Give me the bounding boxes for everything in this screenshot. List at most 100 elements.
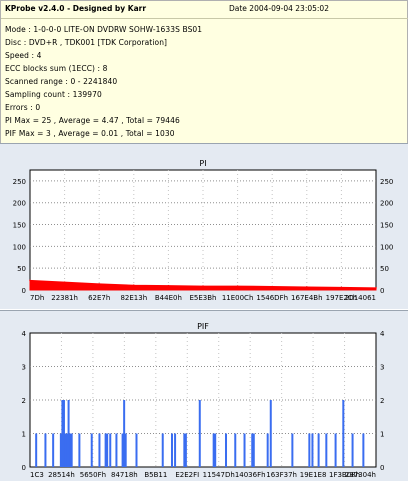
pif-bar [308,433,311,467]
pif-bar [214,433,217,467]
pif-bar [269,400,272,467]
pif-bar [135,433,138,467]
pif-bar [121,433,124,467]
pi-chart-panel: PI 0 0 50 50 100 100 150 150 200 200 250 250 7Dh 22381… [0,143,408,309]
pi-ytick-label-right: 150 [380,222,393,230]
pi-xtick-label: 82E13h [120,294,147,302]
pif-bar [124,433,127,467]
pif-bar [123,400,126,467]
scan-date: Date 2004-09-04 23:05:02 [229,4,329,13]
pi-ytick-label-left: 100 [13,243,26,251]
pif-bar [78,433,81,467]
pif-xtick-label: E2E2FI [175,471,199,479]
pif-bar [183,433,186,467]
pi-xtick-label: 197E2Ch [326,294,358,302]
pi-ytick-label-right: 200 [380,200,393,208]
app-title: KProbe v2.4.0 - Designed by Karr [5,4,147,13]
pif-ytick-label-left: 3 [22,364,26,372]
pi-xtick-label: E5E3Bh [190,294,217,302]
pif-bar [342,400,345,467]
pif-bar [104,433,107,467]
pif-xtick-label: 28514h [48,471,75,479]
pif-bar [184,433,187,467]
pif-ytick-label-right: 2 [380,397,384,405]
pif-xtick-label: 14036Fh [235,471,266,479]
pi-area [29,279,377,291]
pi-xtick-label: 2014061 [345,294,376,302]
info-disc: Disc : DVD+R , TDK001 [TDK Corporation] [5,38,168,47]
pif-bar [362,433,365,467]
pif-ytick-label-left: 2 [22,397,26,405]
pi-data-point [202,285,204,287]
pif-bar [59,433,62,467]
pi-ytick-label-left: 0 [22,287,26,295]
pif-xtick-label: 19E1E8 [300,471,327,479]
pi-data-point [306,286,308,288]
pi-data-point [98,283,100,285]
pif-xtick-label: 5650Fh [80,471,106,479]
pif-bar [44,433,47,467]
pif-bar [66,433,69,467]
pif-bar [70,433,73,467]
pif-xtick-label: B5B11 [144,471,167,479]
pi-ytick-label-left: 250 [13,178,26,186]
pif-xtick-label: 84718h [111,471,138,479]
pif-bar [35,433,38,467]
pif-bar [115,433,118,467]
info-scanned-range: Scanned range : 0 - 2241840 [5,77,118,86]
pif-bar [98,433,101,467]
pi-data-point [167,284,170,287]
pif-bar [64,433,67,467]
pif-xtick-label: 1C3 [30,471,44,479]
pi-data-point [236,285,239,287]
info-ecc-blocks: ECC blocks sum (1ECC) : 8 [5,64,108,73]
pi-ytick-label-left: 50 [17,265,26,273]
pif-bar [334,433,337,467]
pif-bar [161,433,164,467]
pi-ytick-label-right: 100 [380,243,393,251]
pi-xtick-label: 22381h [51,294,78,302]
pif-bar [325,433,328,467]
pif-bar [170,433,173,467]
pif-bar [351,433,354,467]
info-panel: KProbe v2.4.0 - Designed by Karr Date 20… [0,0,408,144]
pif-xtick-label: 163F37h [266,471,297,479]
pi-chart-title: PI [199,159,206,168]
pif-bar [252,433,255,467]
pif-bar [90,433,93,467]
pif-ytick-label-left: 0 [22,464,26,472]
pi-xtick-label: 62E7h [88,294,110,302]
pi-ytick-label-left: 200 [13,200,26,208]
pif-bar [234,433,237,467]
info-mode: Mode : 1-0-0-0 LITE-ON DVDRW SOHW-1633S … [5,25,203,34]
info-pi-stats: PI Max = 25 , Average = 4.47 , Total = 7… [5,116,180,125]
pif-bar [311,433,314,467]
pif-bar [109,433,112,467]
pif-ytick-label-left: 1 [22,431,26,439]
pif-ytick-label-left: 4 [22,330,27,338]
pi-xtick-label: B44E0h [155,294,182,302]
pif-bar [225,433,228,467]
pif-bar [61,400,64,467]
pi-ytick-label-right: 250 [380,178,393,186]
pif-ytick-label-right: 1 [380,431,384,439]
pi-xtick-label: 1546DFh [256,294,288,302]
pif-chart: PIF 0 0 1 1 2 2 3 3 4 4 1C3 28514h 5650Fh 84718h B5B11 E… [22,322,385,479]
pi-xtick-label: 167E4Bh [291,294,322,302]
pi-xtick-label: 11E00Ch [222,294,254,302]
pi-data-point [29,279,31,282]
pi-data-point [63,281,66,283]
pi-data-point [375,287,377,289]
pi-ytick-label-right: 50 [380,265,389,273]
pi-data-point [271,285,274,288]
pif-ytick-label-right: 4 [380,330,385,338]
pif-bar [251,433,254,467]
pi-ytick-label-right: 0 [380,287,384,295]
pif-bar [317,433,320,467]
pi-data-point [133,284,135,286]
pi-data-point [340,286,343,289]
info-divider [1,18,408,19]
pif-ytick-label-right: 0 [380,464,384,472]
info-speed: Speed : 4 [5,51,42,60]
pif-bar [266,433,269,467]
